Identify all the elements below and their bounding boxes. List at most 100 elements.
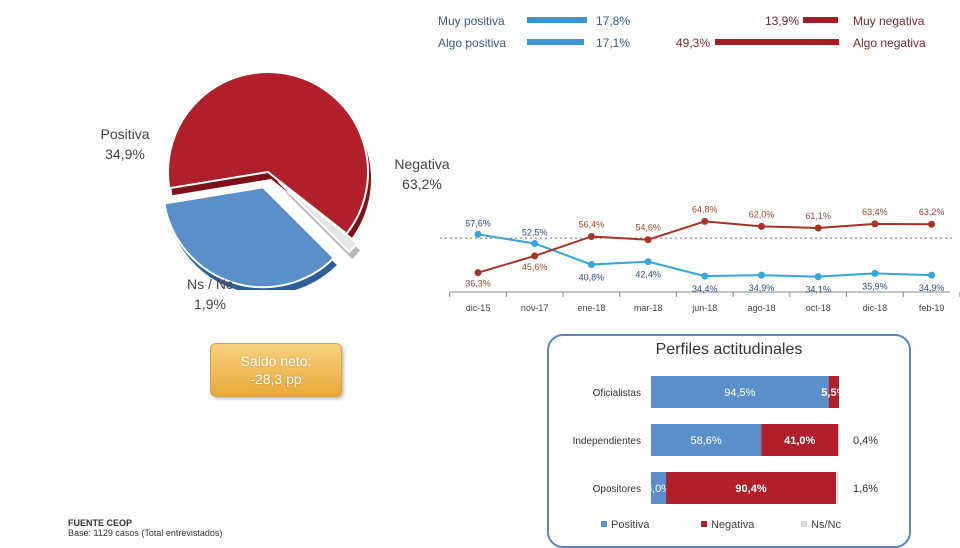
bar-legend-label-1: Positiva bbox=[611, 519, 650, 531]
bar-opositores-nsnc bbox=[835, 472, 839, 504]
bar-legend-swatch-1 bbox=[601, 521, 607, 527]
bar-oficialistas-positiva bbox=[651, 376, 829, 408]
pie-label-positiva-name: Positiva bbox=[100, 126, 150, 142]
point-pos-mar-18 bbox=[644, 258, 652, 266]
x-tick-label-ago-18: ago-18 bbox=[747, 303, 775, 313]
source-base: Base: 1129 casos (Total entrevistados) bbox=[68, 528, 223, 538]
data-label-pos-dic-15: 57,6% bbox=[465, 218, 491, 228]
data-label-neg-oct-18: 61,1% bbox=[805, 211, 831, 221]
bar-label-independientes-negativa: 41,0% bbox=[784, 435, 815, 447]
data-label-neg-dic-15: 36,3% bbox=[465, 279, 491, 289]
pie-chart bbox=[163, 71, 371, 290]
perfiles-title: Perfiles actitudinales bbox=[655, 341, 803, 358]
x-tick-label-oct-18: oct-18 bbox=[806, 303, 831, 313]
pie-label-nsnc-name: Ns / Nc bbox=[187, 276, 233, 292]
point-neg-oct-18 bbox=[814, 224, 822, 232]
point-neg-feb-19 bbox=[928, 220, 936, 228]
pie-slice-negativa bbox=[167, 71, 369, 236]
x-tick-label-jun-18: jun-18 bbox=[691, 303, 717, 313]
data-label-pos-ene-18: 40,8% bbox=[579, 273, 605, 283]
bar-label-oficialistas-negativa: 5,5% bbox=[821, 387, 846, 399]
bar-legend-label-2: Negativa bbox=[711, 519, 755, 531]
point-pos-feb-19 bbox=[928, 271, 936, 279]
pie-label-nsnc-value: 1,9% bbox=[194, 296, 226, 312]
legend-algo-negativa-bar bbox=[715, 39, 839, 45]
data-label-pos-dic-18: 35,9% bbox=[862, 281, 888, 291]
x-tick-label-dic-18: dic-18 bbox=[863, 303, 888, 313]
bar-label-oficialistas-positiva: 94,5% bbox=[724, 387, 755, 399]
data-label-neg-nov-17: 45,6% bbox=[522, 262, 548, 272]
pie-slice-ns-nc bbox=[277, 180, 359, 254]
legend-algo-positiva-bar bbox=[527, 39, 584, 45]
pie-label-positiva-value: 34,9% bbox=[105, 146, 145, 162]
legend-algo-negativa-label: Algo negativa bbox=[853, 36, 926, 50]
legend-muy-positiva-bar bbox=[527, 17, 587, 23]
data-label-neg-dic-18: 63,4% bbox=[862, 207, 888, 217]
data-label-pos-feb-19: 34,9% bbox=[919, 283, 945, 293]
x-tick-label-dic-15: dic-15 bbox=[466, 303, 491, 313]
data-label-pos-jun-18: 34,4% bbox=[692, 284, 718, 294]
point-neg-dic-18 bbox=[871, 220, 879, 228]
category-label-oficialistas: Oficialistas bbox=[593, 388, 641, 399]
data-label-pos-nov-17: 52,5% bbox=[522, 228, 548, 238]
point-neg-ago-18 bbox=[758, 222, 765, 230]
point-neg-jun-18 bbox=[701, 217, 709, 225]
legend-muy-positiva-value: 17,8% bbox=[596, 14, 631, 28]
saldo-neto-box: Saldo neto: -28,3 pp bbox=[210, 343, 342, 397]
legend-algo-positiva-label: Algo positiva bbox=[438, 36, 507, 50]
source-title: FUENTE CEOP bbox=[68, 518, 133, 528]
saldo-neto-value: -28,3 pp bbox=[250, 371, 302, 387]
legend-muy-positiva-label: Muy positiva bbox=[438, 14, 505, 28]
bar-legend-swatch-2 bbox=[701, 521, 707, 527]
data-label-pos-ago-18: 34,9% bbox=[749, 283, 775, 293]
bar-opositores-positiva bbox=[651, 472, 667, 504]
pie-label-negativa-name: Negativa bbox=[394, 156, 450, 172]
category-label-independientes: Independientes bbox=[573, 436, 641, 447]
bar-label-opositores-negativa: 90,4% bbox=[735, 483, 766, 495]
bar-independientes-positiva bbox=[651, 424, 762, 456]
data-label-neg-ene-18: 56,4% bbox=[579, 219, 605, 229]
legend-algo-positiva-value: 17,1% bbox=[596, 36, 631, 50]
category-label-opositores: Opositores bbox=[593, 484, 641, 495]
bar-label-opositores-positiva: 8,0% bbox=[646, 483, 671, 495]
point-neg-dic-15 bbox=[474, 269, 482, 277]
bar-legend-label-3: Ns/Nc bbox=[811, 519, 841, 531]
pie-label-negativa-value: 63,2% bbox=[402, 176, 442, 192]
data-label-neg-jun-18: 64,8% bbox=[692, 204, 718, 214]
point-pos-oct-18 bbox=[814, 273, 822, 281]
legend-muy-negativa-value: 13,9% bbox=[765, 14, 800, 28]
perfiles-bar-chart: Oficialistas 94,5% 5,5% Independientes 58,6%… bbox=[573, 376, 878, 531]
point-neg-nov-17 bbox=[531, 252, 539, 260]
trend-line-chart: dic-15 nov-17 ene-18 mar-18 jun-18 ago-18 oct-… bbox=[440, 204, 960, 313]
bar-independientes-negativa bbox=[761, 424, 839, 456]
x-tick-label-mar-18: mar-18 bbox=[634, 303, 663, 313]
pie-label-negativa: Negativa 63,2% bbox=[380, 154, 464, 194]
pie-label-nsnc: Ns / Nc 1,9% bbox=[172, 274, 248, 314]
bar-independientes-nsnc bbox=[838, 424, 839, 456]
bar-opositores-negativa bbox=[666, 472, 836, 504]
data-label-pos-oct-18: 34,1% bbox=[805, 285, 831, 295]
bar-label-opositores-nsnc: 1,6% bbox=[853, 483, 878, 495]
bar-oficialistas-negativa bbox=[828, 376, 839, 408]
legend-muy-negativa-bar bbox=[803, 17, 838, 23]
bar-label-independientes-positiva: 58,6% bbox=[690, 435, 721, 447]
point-pos-dic-18 bbox=[871, 269, 879, 277]
x-tick-label-ene-18: ene-18 bbox=[577, 303, 605, 313]
x-tick-label-feb-19: feb-19 bbox=[919, 303, 945, 313]
point-pos-ene-18 bbox=[587, 261, 595, 269]
pie-label-positiva: Positiva 34,9% bbox=[85, 124, 165, 164]
bar-legend-swatch-3 bbox=[801, 521, 807, 527]
data-label-neg-feb-19: 63,2% bbox=[919, 207, 945, 217]
saldo-neto-title: Saldo neto: bbox=[240, 353, 312, 369]
legend-muy-negativa-label: Muy negativa bbox=[853, 14, 925, 28]
point-pos-dic-15 bbox=[474, 230, 482, 238]
data-label-pos-mar-18: 42,4% bbox=[635, 270, 661, 280]
data-label-neg-mar-18: 54,6% bbox=[635, 223, 661, 233]
bar-label-independientes-nsnc: 0,4% bbox=[853, 435, 878, 447]
legend-algo-negativa-value: 49,3% bbox=[676, 36, 711, 50]
x-tick-label-nov-17: nov-17 bbox=[521, 303, 549, 313]
source-note: FUENTE CEOP Base: 1129 casos (Total entr… bbox=[68, 518, 222, 538]
data-label-neg-ago-18: 62,0% bbox=[749, 209, 775, 219]
pie-slice-positiva bbox=[163, 186, 336, 289]
point-pos-jun-18 bbox=[701, 272, 709, 280]
